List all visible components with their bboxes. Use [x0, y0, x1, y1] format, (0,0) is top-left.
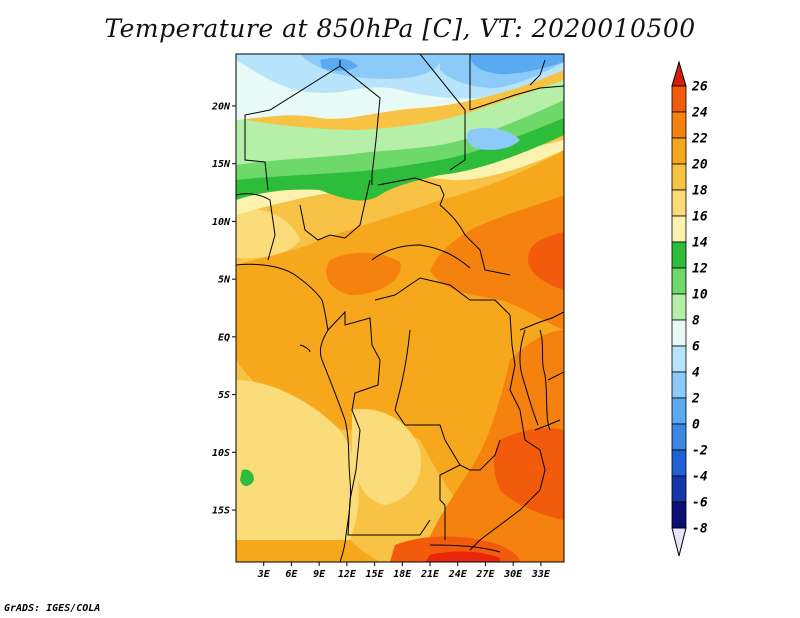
colorbar-segment	[671, 241, 687, 269]
colorbar-label: 2	[691, 392, 700, 407]
colorbar-label: 16	[692, 210, 708, 225]
colorbar-label: -6	[692, 496, 708, 511]
colorbar-label: 0	[692, 418, 700, 433]
lat-tick-label: 20N	[211, 101, 231, 112]
colorbar-bottom-arrow	[671, 527, 687, 557]
map-frame	[235, 53, 565, 563]
colorbar-label: 6	[692, 340, 700, 355]
colorbar-label: -2	[692, 444, 708, 459]
colorbar-segment	[671, 319, 687, 347]
lat-tick-label: 10S	[212, 448, 230, 459]
lon-tick-label: 21E	[420, 569, 440, 580]
coastline	[319, 329, 539, 562]
map-title: Temperature at 850hPa [C], VT: 202001050…	[104, 14, 696, 43]
colorbar-segment	[671, 85, 687, 113]
lon-tick-label: 30E	[503, 569, 523, 580]
lon-tick-label: 3E	[257, 569, 271, 580]
lon-tick-label: 24E	[448, 569, 468, 580]
lat-tick-label: 10N	[212, 217, 231, 228]
colorbar-label: 4	[692, 366, 700, 381]
colorbar-segment	[671, 475, 687, 503]
lat-tick-label: EQ	[218, 332, 230, 343]
colorbar-label: -8	[692, 522, 708, 537]
temperature-field	[236, 54, 564, 562]
lon-tick-label: 12E	[338, 569, 357, 580]
lon-tick-label: 18E	[393, 569, 412, 580]
colorbar-segment	[671, 137, 687, 165]
colorbar-label: 20	[691, 158, 708, 173]
colorbar-label: 22	[691, 132, 708, 147]
colorbar-segment	[671, 345, 687, 373]
colorbar-segment	[671, 215, 687, 243]
lat-tick-label: 5S	[218, 390, 230, 401]
lon-tick-label: 33E	[531, 569, 551, 580]
colorbar-label: 26	[691, 80, 708, 95]
colorbar-label: 14	[692, 236, 708, 251]
colorbar-segment	[671, 111, 687, 139]
lon-tick-label: 6E	[285, 569, 298, 580]
country-borders	[236, 54, 564, 553]
colorbar-segment	[671, 397, 687, 425]
colorbar-segment	[671, 267, 687, 295]
longitude-axis: 3E 6E 9E 12E 15E 18E 21E 24E 27E 30E 33E	[257, 562, 551, 580]
colorbar-label: 18	[692, 184, 708, 199]
lat-tick-label: 15N	[212, 159, 231, 170]
lon-tick-label: 15E	[366, 569, 385, 580]
latitude-axis: 20N 15N 10N 5N EQ 5S 10S 15S	[211, 101, 236, 517]
colorbar-segment	[671, 423, 687, 451]
lat-tick-label: 5N	[218, 275, 231, 286]
colorbar-top-arrow	[671, 60, 687, 87]
lon-tick-label: 27E	[475, 569, 495, 580]
lat-tick-label: 15S	[212, 506, 230, 517]
lon-tick-label: 9E	[313, 569, 326, 580]
colorbar-label: -4	[692, 470, 708, 485]
colorbar-label: 12	[692, 262, 708, 277]
colorbar-label: 10	[692, 288, 708, 303]
colorbar-label: 8	[692, 314, 700, 329]
colorbar-segment	[671, 501, 687, 529]
colorbar-segment	[671, 449, 687, 477]
colorbar-segment	[671, 163, 687, 191]
colorbar-label: 24	[691, 106, 708, 121]
colorbar-segment	[671, 189, 687, 217]
colorbar-segment	[671, 371, 687, 399]
grads-credit: GrADS: IGES/COLA	[4, 603, 101, 614]
colorbar-segment	[671, 293, 687, 321]
